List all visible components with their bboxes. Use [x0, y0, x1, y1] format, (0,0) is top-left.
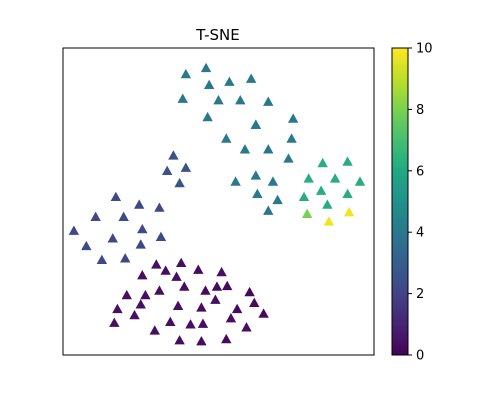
- data-point: [224, 76, 235, 86]
- data-point: [343, 207, 355, 217]
- data-point: [301, 208, 313, 218]
- data-point: [230, 176, 241, 186]
- data-point: [151, 259, 162, 269]
- data-point: [250, 170, 262, 180]
- data-point: [211, 281, 223, 291]
- data-point: [283, 153, 294, 163]
- data-point: [68, 225, 80, 235]
- data-point: [140, 289, 151, 300]
- data-point: [317, 157, 328, 168]
- plot-frame: [62, 47, 375, 356]
- data-point: [137, 269, 148, 280]
- data-point: [213, 94, 224, 105]
- data-point: [193, 264, 204, 274]
- data-point: [174, 335, 185, 345]
- data-point: [165, 316, 176, 327]
- colorbar: [391, 47, 409, 356]
- data-point: [174, 177, 185, 188]
- data-point: [231, 303, 243, 314]
- data-point: [120, 253, 131, 263]
- data-point: [221, 333, 232, 344]
- points-layer: [68, 62, 366, 346]
- colorbar-ticks: 0 2 4 6 8 10: [408, 42, 433, 364]
- colorbar-tick-label: 0: [416, 349, 424, 364]
- data-point: [133, 199, 145, 209]
- data-point: [137, 223, 148, 234]
- data-point: [180, 68, 192, 79]
- data-point: [154, 202, 165, 212]
- data-point: [342, 156, 353, 166]
- chart-title: T-SNE: [195, 26, 239, 44]
- data-point: [149, 325, 160, 335]
- data-point: [286, 133, 297, 143]
- data-point: [267, 176, 279, 186]
- data-point: [175, 257, 187, 268]
- data-point: [315, 185, 327, 195]
- data-point: [303, 173, 314, 183]
- data-point: [160, 265, 171, 275]
- data-point: [322, 199, 333, 209]
- data-point: [263, 144, 274, 154]
- data-point: [177, 93, 188, 103]
- data-point: [180, 162, 192, 172]
- data-point: [196, 335, 207, 346]
- data-point: [112, 303, 123, 314]
- data-point: [272, 194, 283, 205]
- data-point: [172, 300, 184, 311]
- data-point: [135, 299, 146, 309]
- data-point: [241, 322, 252, 332]
- data-point: [118, 211, 129, 222]
- data-point: [239, 144, 251, 154]
- data-point: [179, 281, 190, 291]
- data-point: [216, 266, 227, 277]
- data-point: [197, 318, 209, 328]
- data-point: [185, 319, 196, 329]
- data-point: [342, 188, 353, 198]
- data-point: [200, 285, 211, 295]
- data-point: [135, 239, 146, 249]
- colorbar-tick-label: 10: [416, 42, 433, 57]
- data-point: [258, 308, 269, 318]
- data-point: [107, 233, 118, 243]
- data-point: [249, 297, 260, 307]
- data-point: [110, 191, 122, 202]
- data-point: [200, 62, 212, 73]
- data-point: [250, 119, 262, 129]
- colorbar-tick-label: 4: [416, 226, 424, 241]
- data-point: [225, 312, 237, 323]
- data-point: [81, 240, 92, 251]
- data-point: [235, 94, 246, 105]
- data-point: [203, 79, 215, 89]
- data-point: [155, 231, 167, 241]
- data-point: [129, 309, 140, 320]
- data-point: [168, 150, 179, 160]
- data-point: [202, 111, 213, 122]
- data-point: [252, 188, 263, 198]
- data-point: [263, 205, 274, 215]
- data-point: [90, 211, 101, 222]
- data-point: [329, 173, 341, 183]
- colorbar-tick-label: 6: [416, 164, 424, 179]
- data-point: [161, 165, 173, 175]
- data-point: [298, 191, 310, 202]
- data-point: [154, 285, 165, 295]
- colorbar-tick-label: 2: [416, 287, 424, 302]
- colorbar-tick-label: 8: [416, 103, 424, 118]
- data-point: [221, 133, 232, 143]
- data-point: [263, 96, 274, 106]
- data-point: [354, 176, 366, 186]
- data-point: [323, 216, 335, 226]
- data-point: [244, 286, 255, 297]
- data-point: [210, 294, 221, 304]
- data-point: [196, 302, 207, 312]
- data-point: [109, 317, 120, 327]
- data-point: [121, 289, 132, 300]
- data-point: [287, 113, 299, 123]
- data-point: [96, 254, 108, 264]
- data-point: [245, 73, 257, 83]
- data-point: [222, 280, 233, 291]
- data-point: [171, 271, 182, 281]
